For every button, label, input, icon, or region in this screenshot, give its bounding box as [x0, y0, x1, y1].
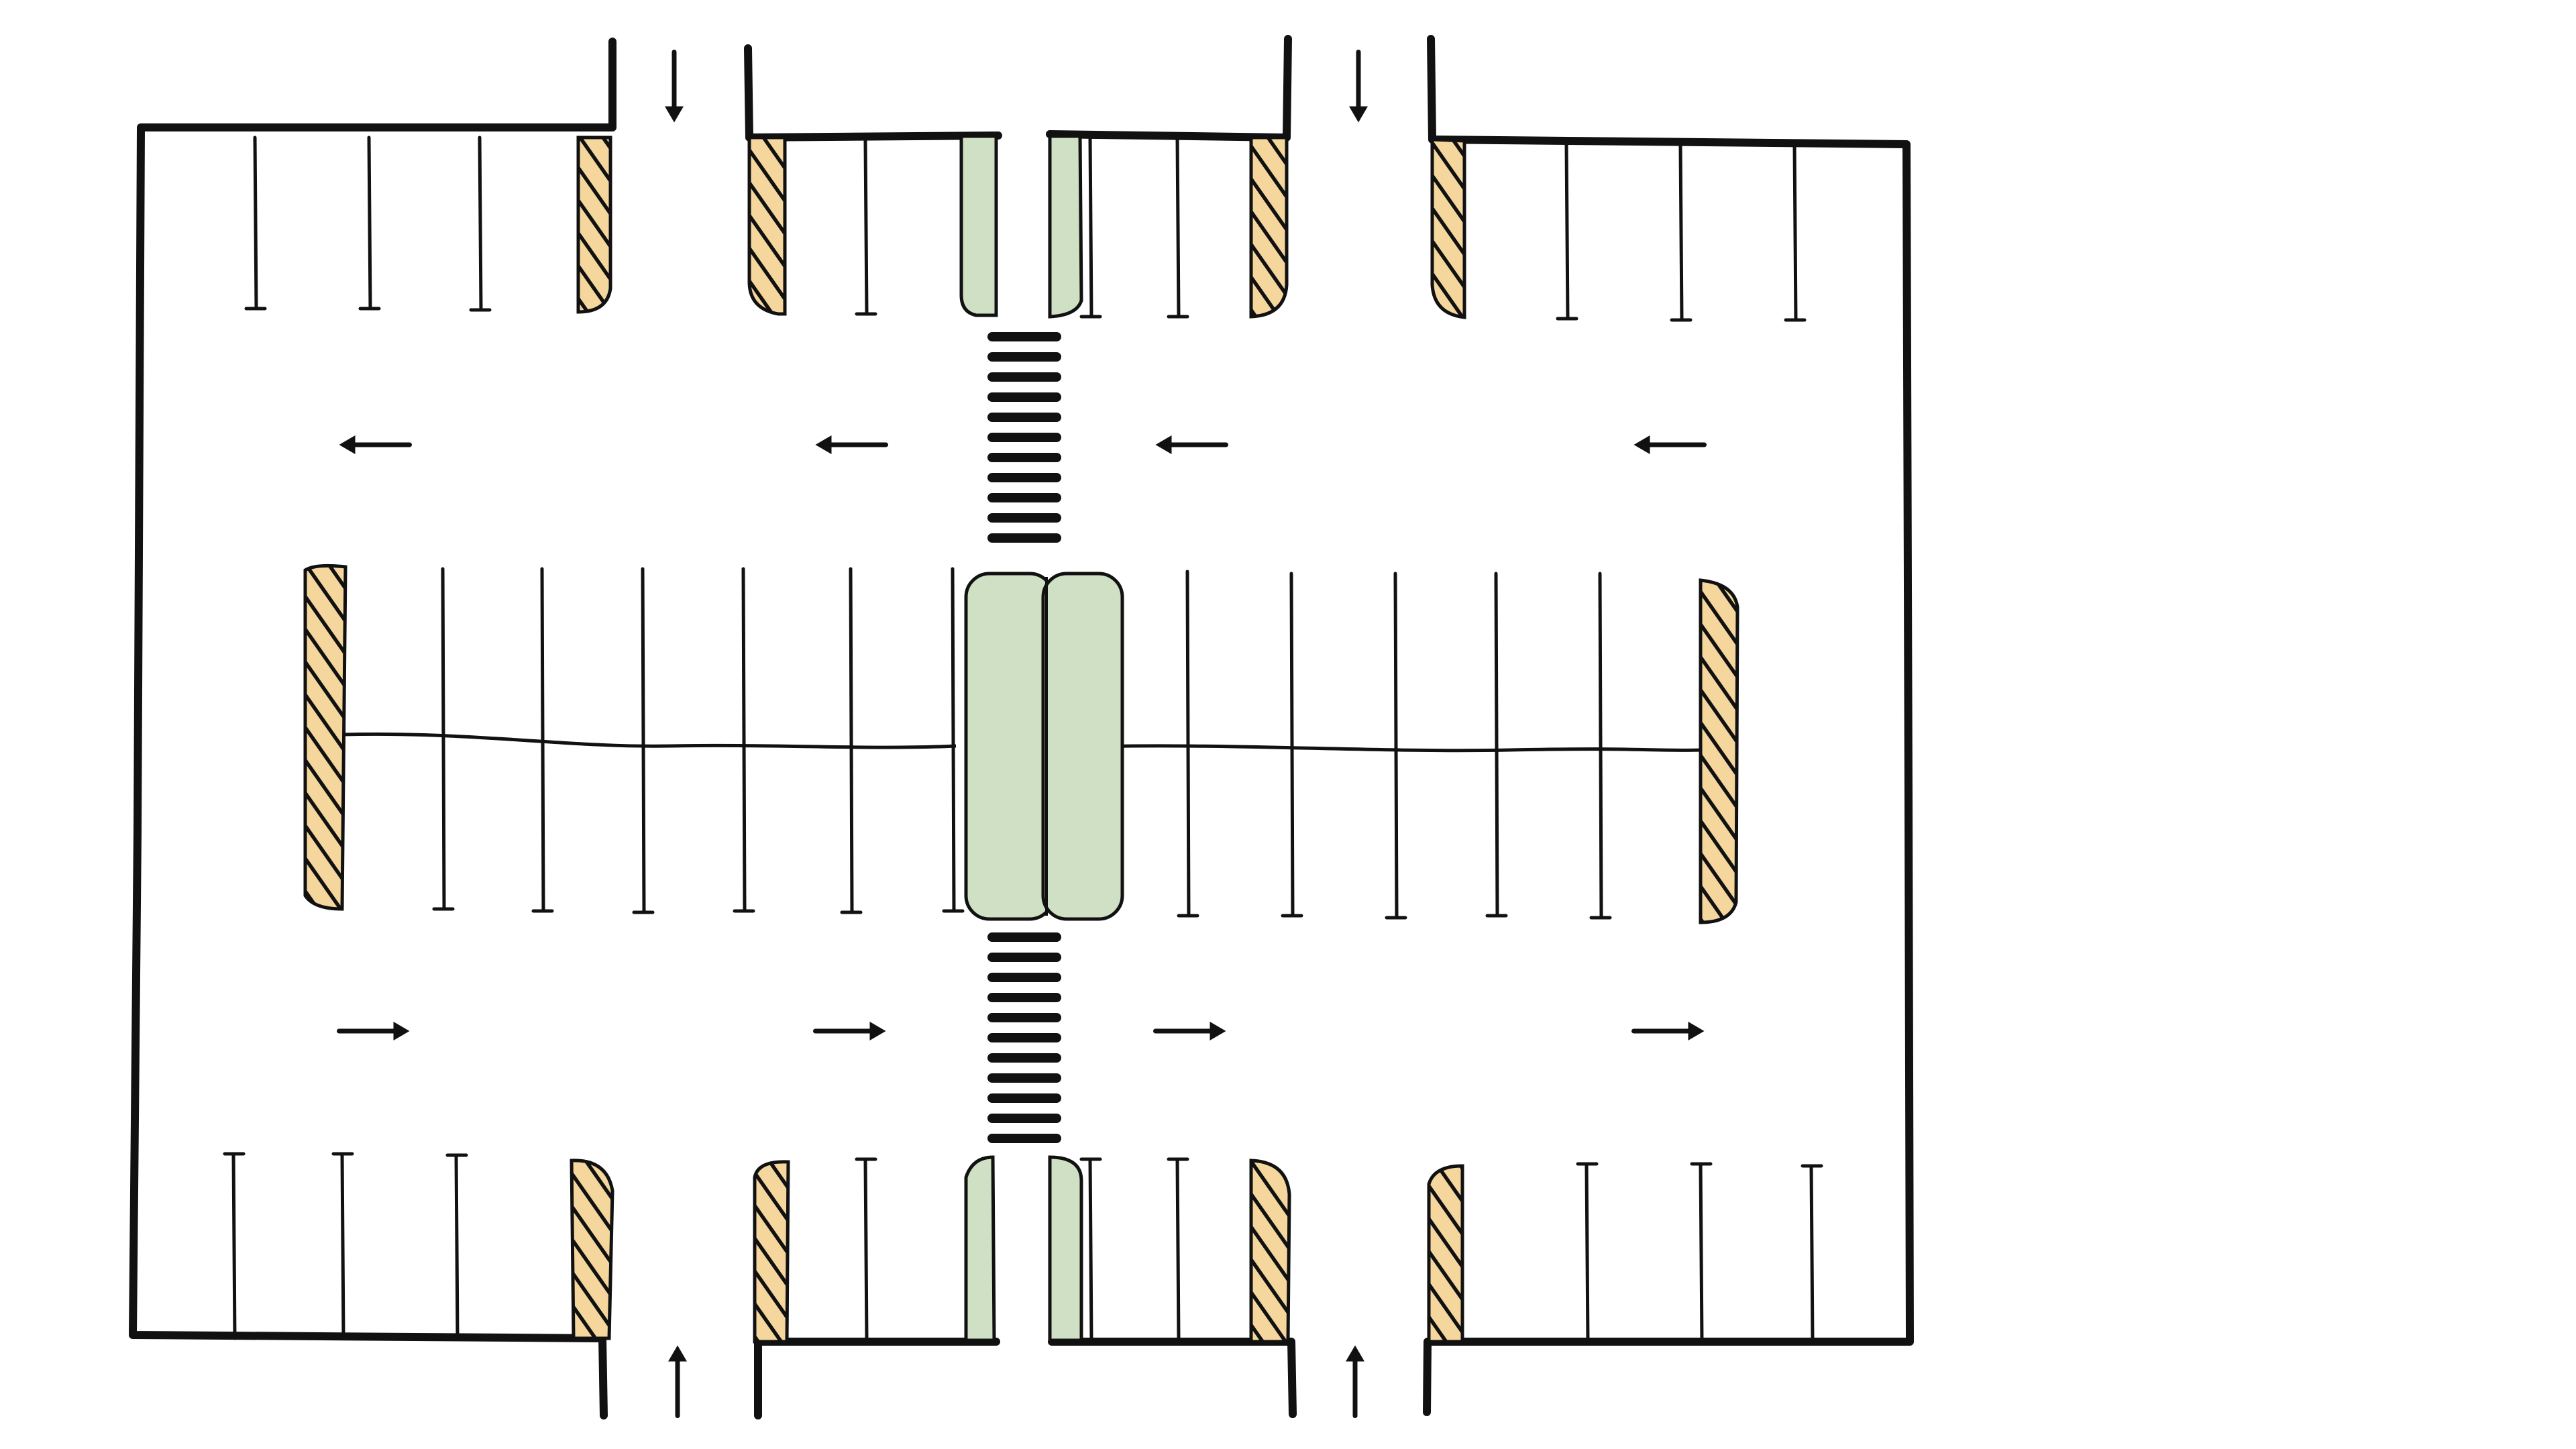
planter-bottom-right	[1048, 1155, 1083, 1342]
crosswalk-lower	[987, 932, 1061, 1143]
hatched-islands	[303, 136, 1739, 1344]
stall-line	[855, 139, 877, 316]
planter-bottom-left	[964, 1155, 996, 1342]
crosswalk-stripe	[987, 513, 1061, 523]
crosswalk-stripe	[987, 473, 1061, 482]
stall-line	[1670, 142, 1693, 322]
stall-line	[1167, 136, 1189, 319]
stall-line	[445, 1153, 468, 1340]
wall-right-section	[1423, 35, 1914, 1416]
landscaped-planters	[959, 134, 1124, 1342]
hatched-island-bottom-center-right	[1249, 1159, 1291, 1344]
stall-line	[1079, 136, 1102, 319]
crosswalk-stripe	[987, 433, 1061, 442]
crosswalk-stripe	[987, 533, 1061, 543]
crosswalk-stripe	[987, 453, 1061, 462]
stall-line	[1576, 1162, 1599, 1344]
hatched-island-top-center-right	[1249, 136, 1289, 319]
crosswalk-stripe	[987, 993, 1061, 1002]
stall-line	[1556, 140, 1578, 321]
wall-bottom-center-left-section	[754, 1338, 1000, 1419]
arrow-upper-aisle	[339, 435, 412, 454]
crosswalk-stripe	[987, 493, 1061, 502]
stall-line	[1177, 570, 1199, 918]
pedestrian-crosswalks	[987, 332, 1061, 1143]
crosswalk-stripe	[987, 372, 1061, 382]
wall-center-left-section	[744, 44, 1002, 142]
stall-line	[632, 567, 655, 914]
hatched-island-top-left	[576, 136, 612, 314]
crosswalk-stripe	[987, 1093, 1061, 1103]
crosswalk-stripe	[987, 932, 1061, 942]
crosswalk-stripe	[987, 973, 1061, 982]
divider-right-row	[1089, 744, 1705, 753]
wall-bottom-center-right-section	[1048, 1338, 1297, 1418]
crosswalk-stripe	[987, 1033, 1061, 1042]
hatched-island-bottom-right	[1427, 1164, 1464, 1344]
stall-line	[1167, 1157, 1189, 1342]
stall-line	[1690, 1162, 1713, 1344]
planter-top-left	[959, 134, 998, 317]
arrow-upper-aisle	[815, 435, 888, 454]
arrow-entrance-top	[1349, 50, 1368, 123]
arrow-upper-aisle	[1155, 435, 1228, 454]
arrow-entrance-bottom	[1346, 1345, 1364, 1418]
crosswalk-stripe	[987, 392, 1061, 402]
stall-line	[733, 567, 755, 913]
stall-line	[1589, 572, 1612, 920]
wall-left-section	[129, 38, 616, 1419]
stall-line	[1784, 142, 1807, 322]
parking-stall-lines	[223, 136, 1823, 1344]
crosswalk-stripe	[987, 1013, 1061, 1022]
hatched-island-bottom-left	[570, 1159, 614, 1340]
crosswalk-stripe	[987, 413, 1061, 422]
arrow-lower-aisle	[337, 1022, 410, 1040]
planter-top-right	[1048, 134, 1083, 319]
planter-center-left	[964, 572, 1055, 921]
crosswalk-stripe	[987, 1134, 1061, 1143]
stall-line	[1801, 1164, 1823, 1344]
planter-center-right	[1041, 572, 1124, 921]
stall-line	[1385, 572, 1407, 920]
arrow-lower-aisle	[813, 1022, 886, 1040]
crosswalk-stripe	[987, 352, 1061, 362]
hatched-island-top-center-left	[747, 136, 787, 316]
stall-line	[855, 1157, 877, 1342]
divider-left-row	[341, 732, 957, 749]
stall-line	[331, 1152, 354, 1340]
crosswalk-upper	[987, 332, 1061, 543]
stall-line	[1485, 572, 1508, 918]
hatched-island-mid-left	[303, 564, 347, 911]
stall-line	[432, 567, 455, 911]
arrow-lower-aisle	[1631, 1022, 1705, 1040]
crosswalk-stripe	[987, 953, 1061, 962]
hatched-island-bottom-center-left	[753, 1160, 790, 1344]
center-row-dividers	[341, 732, 1705, 753]
hatched-island-top-right	[1430, 138, 1466, 319]
hatched-island-mid-right	[1699, 578, 1739, 924]
stall-line	[244, 136, 267, 311]
crosswalk-stripe	[987, 1114, 1061, 1123]
crosswalk-stripe	[987, 1053, 1061, 1063]
stall-line	[840, 567, 863, 914]
stall-line	[1281, 572, 1303, 918]
arrow-lower-aisle	[1153, 1022, 1226, 1040]
stall-line	[358, 136, 381, 311]
stall-line	[223, 1152, 246, 1340]
traffic-arrows	[337, 50, 1707, 1418]
stall-line	[469, 136, 492, 312]
stall-line	[1079, 1157, 1102, 1342]
wall-center-right-section	[1046, 35, 1292, 142]
arrow-upper-aisle	[1633, 435, 1707, 454]
crosswalk-stripe	[987, 332, 1061, 341]
arrow-entrance-bottom	[668, 1345, 687, 1418]
crosswalk-stripe	[987, 1073, 1061, 1083]
arrow-entrance-top	[665, 50, 684, 123]
stall-line	[942, 567, 965, 913]
